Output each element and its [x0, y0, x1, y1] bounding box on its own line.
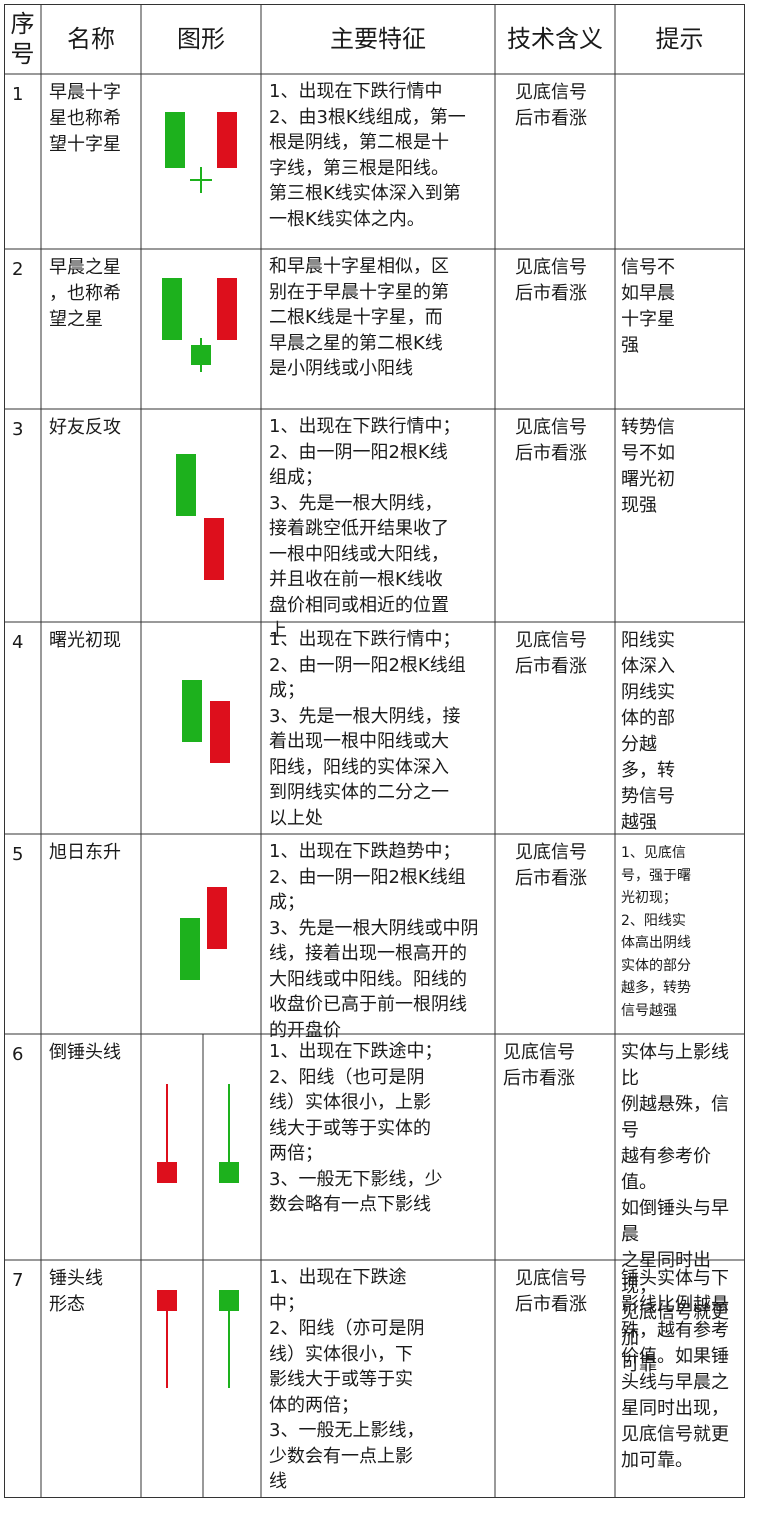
- table-graphics: [4, 4, 746, 1499]
- candle-group-row-2: [162, 278, 237, 372]
- pattern-name: 旭日东升: [49, 842, 121, 863]
- pattern-name: 好友反攻: [49, 417, 121, 438]
- pattern-meaning: 见底信号 后市看涨: [515, 630, 587, 677]
- pattern-tips: 转势信 号不如 曙光初 现强: [621, 417, 675, 516]
- bearish-candle: [219, 1290, 239, 1311]
- pattern-name: 早晨之星 ，也称希 望之星: [49, 257, 121, 330]
- pattern-meaning: 见底信号 后市看涨: [515, 842, 587, 889]
- candle-group-row-7: [157, 1290, 239, 1388]
- pattern-tips: 锤头实体与下 影线比例越悬 殊，越有参考 价值。如果锤 头线与早晨之 星同时出现…: [621, 1268, 729, 1471]
- candle-group-row-4: [182, 680, 230, 763]
- pattern-features: 1、出现在下跌趋势中； 2、由一阴一阳2根K线组 成； 3、先是一根大阴线或中阴…: [269, 841, 479, 1041]
- pattern-meaning: 见底信号 后市看涨: [515, 1268, 587, 1315]
- pattern-name: 锤头线 形态: [49, 1268, 103, 1315]
- row-index: 4: [12, 632, 24, 653]
- small-candle: [191, 345, 211, 365]
- header-tips: 提示: [655, 25, 704, 53]
- candle-group-row-6: [157, 1084, 239, 1183]
- bearish-candle: [162, 278, 182, 340]
- pattern-features: 1、出现在下跌行情中； 2、由一阴一阳2根K线 组成； 3、先是一根大阴线， 接…: [269, 416, 461, 641]
- pattern-meaning: 见底信号 后市看涨: [503, 1042, 575, 1089]
- pattern-meaning: 见底信号 后市看涨: [515, 257, 587, 304]
- header-index: 序 号: [10, 10, 35, 68]
- bearish-candle: [219, 1162, 239, 1183]
- pattern-features: 1、出现在下跌途中； 2、阳线（也可是阴 线）实体很小，上影 线大于或等于实体的…: [269, 1041, 443, 1215]
- header-meaning: 技术含义: [507, 25, 603, 53]
- header-features: 主要特征: [330, 25, 426, 53]
- bullish-candle: [217, 112, 237, 168]
- bearish-candle: [165, 112, 185, 168]
- bullish-candle: [157, 1290, 177, 1311]
- bearish-candle: [182, 680, 202, 742]
- row-index: 2: [12, 259, 24, 280]
- row-index: 6: [12, 1044, 24, 1065]
- header-shape: 图形: [177, 25, 225, 53]
- pattern-features: 1、出现在下跌行情中 2、由3根K线组成，第一 根是阴线，第二根是十 字线，第三…: [269, 81, 466, 230]
- bearish-candle: [176, 454, 196, 516]
- candle-group-row-1: [165, 112, 237, 193]
- pattern-meaning: 见底信号 后市看涨: [515, 417, 587, 464]
- header-name: 名称: [67, 25, 115, 53]
- row-index: 5: [12, 844, 24, 865]
- pattern-meaning: 见底信号 后市看涨: [515, 82, 587, 129]
- bullish-candle: [207, 887, 227, 949]
- candle-group-row-5: [180, 887, 227, 980]
- bullish-candle: [217, 278, 237, 340]
- pattern-features: 和早晨十字星相似，区 别在于早晨十字星的第 二根K线是十字星，而 早晨之星的第二…: [269, 256, 449, 379]
- candle-group-row-3: [176, 454, 224, 580]
- pattern-name: 早晨十字 星也称希 望十字星: [49, 82, 121, 155]
- pattern-name: 倒锤头线: [49, 1042, 121, 1063]
- bearish-candle: [180, 918, 200, 980]
- pattern-tips: 阳线实 体深入 阴线实 体的部 分越 多，转 势信号 越强: [621, 630, 675, 833]
- pattern-features: 1、出现在下跌行情中； 2、由一阴一阳2根K线组 成； 3、先是一根大阴线，接 …: [269, 629, 466, 829]
- row-index: 7: [12, 1270, 24, 1291]
- pattern-tips: 实体与上影线比 例越悬殊，信号 越有参考价值。 如倒锤头与早晨 之星同时出现， …: [621, 1042, 729, 1375]
- row-index: 1: [12, 84, 24, 105]
- bullish-candle: [204, 518, 224, 580]
- pattern-features: 1、出现在下跌途 中； 2、阳线（亦可是阴 线）实体很小，下 影线大于或等于实 …: [269, 1267, 425, 1492]
- pattern-tips: 信号不 如早晨 十字星 强: [621, 257, 675, 356]
- pattern-name: 曙光初现: [49, 630, 121, 651]
- table-border: [4, 4, 746, 1499]
- row-index: 3: [12, 419, 24, 440]
- bullish-candle: [210, 701, 230, 763]
- bullish-candle: [157, 1162, 177, 1183]
- pattern-tips: 1、见底信 号，强于曙 光初现； 2、阳线实 体高出阴线 实体的部分 越多，转势…: [621, 845, 691, 1019]
